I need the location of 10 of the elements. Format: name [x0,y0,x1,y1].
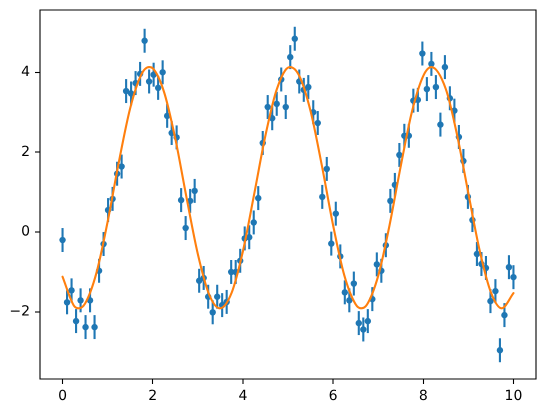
x-tick-label: 4 [238,388,248,404]
x-tick-label: 8 [418,388,428,404]
y-tick-label: −2 [9,304,30,320]
y-tick-label: 0 [21,224,30,240]
x-tick-label: 10 [504,388,522,404]
y-tick-label: 4 [21,64,30,80]
y-tick-label: 2 [21,144,30,160]
x-tick-label: 0 [58,388,68,404]
x-tick-label: 2 [148,388,158,404]
x-tick-label: 6 [328,388,338,404]
